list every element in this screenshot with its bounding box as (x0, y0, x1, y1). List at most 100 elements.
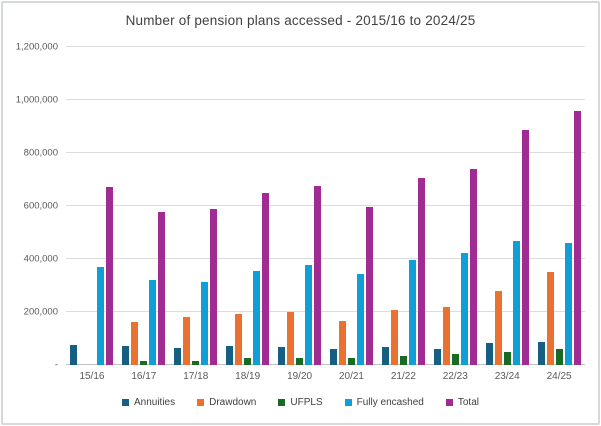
bar-fully-encashed (253, 270, 261, 365)
bar-group-15-16 (66, 47, 118, 365)
x-tick-label: 20/21 (338, 371, 364, 382)
gridline (66, 258, 585, 259)
bar-group-24-25 (533, 47, 585, 365)
bar-drawdown (131, 321, 139, 365)
bar-annuities (226, 345, 234, 365)
x-tick-label: 22/23 (442, 371, 468, 382)
bar-ufpls (347, 358, 355, 365)
bar-annuities (122, 345, 130, 365)
bar-annuities (70, 345, 78, 365)
bar-drawdown (442, 307, 450, 365)
legend-item-total: Total (445, 397, 479, 408)
legend-item-drawdown: Drawdown (197, 397, 256, 408)
gridline (66, 311, 585, 312)
bar-annuities (174, 347, 182, 365)
x-tick-label: 18/19 (235, 371, 261, 382)
legend-item-annuities: Annuities (121, 397, 176, 408)
y-tick-label: 200,000 (23, 306, 58, 318)
gridline (66, 152, 585, 153)
bar-drawdown (235, 314, 243, 365)
x-tick-label: 24/25 (546, 371, 572, 382)
bar-ufpls (399, 356, 407, 365)
gridline (66, 99, 585, 100)
bar-total (262, 193, 270, 365)
bar-fully-encashed (97, 266, 105, 365)
bar-total (210, 208, 218, 365)
bar-total (573, 110, 581, 365)
bar-annuities (381, 346, 389, 365)
x-axis-line (66, 364, 585, 365)
bar-ufpls (192, 360, 200, 365)
bar-ufpls (140, 361, 148, 365)
bar-ufpls (555, 348, 563, 365)
bar-annuities (537, 341, 545, 365)
legend-label: Annuities (133, 397, 176, 408)
x-tick-label: 21/22 (390, 371, 416, 382)
bar-drawdown (546, 272, 554, 365)
y-tick-label: 1,200,000 (15, 41, 58, 53)
bar-group-17-18 (170, 47, 222, 365)
bar-annuities (329, 349, 337, 365)
legend-item-fully-encashed: Fully encashed (344, 397, 424, 408)
legend-marker-icon (344, 399, 352, 406)
gridline (66, 205, 585, 206)
y-tick-label: 600,000 (23, 200, 58, 212)
bar-annuities (485, 343, 493, 365)
bar-total (469, 168, 477, 365)
legend-marker-icon (197, 399, 205, 406)
bar-total (365, 207, 373, 365)
bar-fully-encashed (149, 280, 157, 365)
bar-fully-encashed (356, 274, 364, 365)
y-tick-label: 800,000 (23, 147, 58, 159)
bar-group-20-21 (326, 47, 378, 365)
bar-drawdown (183, 317, 191, 365)
bar-total (521, 130, 529, 365)
bar-total (158, 211, 166, 365)
legend-marker-icon (445, 399, 453, 406)
x-tick-label: 17/18 (183, 371, 209, 382)
legend-label: Fully encashed (356, 397, 424, 408)
bar-group-19-20 (274, 47, 326, 365)
bar-drawdown (338, 321, 346, 365)
legend: Annuities Drawdown UFPLS Fully encashed Tota… (0, 397, 601, 408)
legend-item-ufpls: UFPLS (278, 397, 323, 408)
legend-label: UFPLS (290, 397, 323, 408)
bar-fully-encashed (512, 240, 520, 365)
x-tick-label: 16/17 (131, 371, 157, 382)
bar-ufpls (503, 352, 511, 365)
bar-annuities (278, 346, 286, 365)
bar-fully-encashed (460, 253, 468, 365)
legend-marker-icon (121, 399, 129, 406)
bar-total (314, 186, 322, 365)
bar-fully-encashed (564, 242, 572, 365)
y-axis: - 200,000 400,000 600,000 800,000 1,000,000 1,… (0, 42, 58, 371)
bar-fully-encashed (408, 260, 416, 365)
y-tick-label: - (54, 359, 58, 371)
x-tick-label: 15/16 (79, 371, 105, 382)
bar-annuities (433, 349, 441, 365)
bar-drawdown (390, 310, 398, 365)
bar-fully-encashed (305, 265, 313, 365)
y-tick-label: 400,000 (23, 253, 58, 265)
bar-groups (66, 47, 585, 365)
bar-ufpls (296, 357, 304, 365)
bar-drawdown (287, 312, 295, 365)
x-axis: 15/16 16/17 17/18 18/19 19/20 20/21 21/22 22/23… (66, 371, 585, 382)
x-tick-label: 23/24 (494, 371, 520, 382)
legend-label: Total (457, 397, 479, 408)
y-tick-label: 1,000,000 (15, 94, 58, 106)
bar-fully-encashed (201, 282, 209, 365)
legend-label: Drawdown (209, 397, 257, 408)
bar-group-21-22 (377, 47, 429, 365)
bar-ufpls (244, 358, 252, 365)
x-tick-label: 19/20 (287, 371, 313, 382)
bar-group-22-23 (429, 47, 481, 365)
legend-marker-icon (278, 399, 286, 406)
bar-group-23-24 (481, 47, 533, 365)
bar-drawdown (494, 291, 502, 365)
bar-group-16-17 (118, 47, 170, 365)
bar-group-18-19 (222, 47, 274, 365)
chart-title: Number of pension plans accessed - 2015/… (125, 13, 476, 28)
bar-total (106, 187, 114, 365)
bar-ufpls (451, 354, 459, 365)
